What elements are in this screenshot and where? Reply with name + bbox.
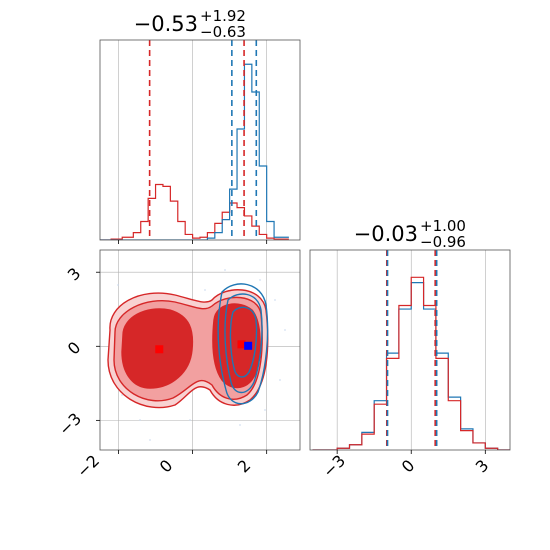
joint-y-tick-label: −3 [55,409,85,439]
marginal-x-quantile-lines [148,40,258,240]
marginal-x-title-main: −0.53 [134,12,198,36]
marginal-x-title-sup: +1.92 [200,7,246,25]
joint-x-tick-label: −2 [73,451,103,481]
joint-markers [155,340,253,354]
blue-contour-inner [229,306,258,378]
marker-red [237,340,246,349]
marginal-panel-x: −0.53 +1.92 −0.63 [99,7,301,244]
marginal-x-blue-histogram [100,63,289,240]
marginal-y-x-tick-label: 0 [398,456,419,477]
joint-x-tick-label: 0 [156,456,177,477]
joint-y-tick-label: 3 [64,264,85,285]
marginal-x-frame-bg [100,40,300,240]
marginal-y-red-histogram [312,276,510,450]
marginal-panel-y: −0.03 +1.00 −0.96 −3 0 3 [309,217,511,481]
marginal-y-title-sup: +1.00 [420,217,466,235]
marginal-y-quantile-lines [385,250,438,450]
marginal-y-title-sub: −0.96 [420,233,466,251]
marginal-y-ticks [336,450,486,454]
marginal-x-ticks [118,240,268,244]
marginal-y-x-tick-label: −3 [319,451,349,481]
blue-contour-mid [224,293,263,394]
joint-density-panel: −2 0 2 3 0 −3 [55,249,301,481]
marker-red [155,345,164,354]
marker-blue [244,341,253,350]
joint-x-tick-label: 2 [234,456,255,477]
joint-ticks [96,271,268,454]
marginal-y-frame [309,249,511,451]
marginal-x-red-histogram [100,183,289,240]
joint-frame [99,249,301,451]
blue-contour-outer [217,283,269,405]
joint-contours [107,269,286,441]
marginal-x-frame [99,39,301,241]
marginal-x-title-sub: −0.63 [200,23,246,41]
marginal-y-title-main: −0.03 [354,222,418,246]
marginal-y-frame-bg [310,250,510,450]
joint-y-tick-label: 0 [64,338,85,359]
marginal-y-x-tick-label: 3 [472,456,493,477]
